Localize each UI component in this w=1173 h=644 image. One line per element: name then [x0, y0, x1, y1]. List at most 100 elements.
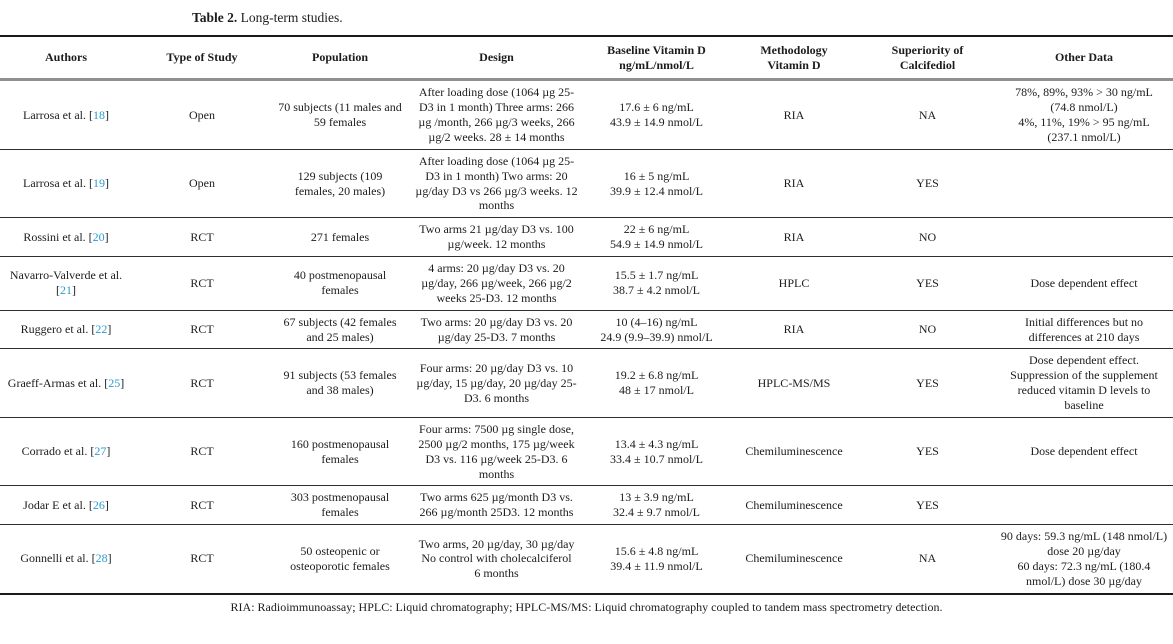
methodology-cell: Chemiluminescence	[728, 416, 860, 486]
column-header-other-data: Other Data	[995, 36, 1173, 82]
superiority-cell: NO	[860, 217, 995, 257]
other-data-cell	[995, 217, 1173, 257]
other-data-cell: 78%, 89%, 93% > 30 ng/mL (74.8 nmol/L) 4…	[1015, 85, 1153, 144]
superiority-cell: YES	[860, 148, 995, 218]
citation-link[interactable]: 28	[95, 551, 108, 566]
baseline-vitamin-d-cell: 13.4 ± 4.3 ng/mL 33.4 ± 10.7 nmol/L	[585, 416, 728, 486]
design-cell: 4 arms: 20 µg/day D3 vs. 20 µg/day, 266 …	[408, 256, 585, 311]
population-cell: 129 subjects (109 females, 20 males)	[272, 148, 408, 218]
methodology-cell: Chemiluminescence	[728, 485, 860, 525]
citation-bracket-open: [	[88, 107, 93, 122]
methodology-cell: Chemiluminescence	[728, 524, 860, 594]
table-row: Rossini et al. [20] RCT 271 females Two …	[0, 217, 1173, 257]
design-cell: Two arms 625 µg/month D3 vs. 266 µg/mont…	[408, 485, 585, 525]
methodology-cell: HPLC-MS/MS	[728, 348, 860, 418]
type-of-study-cell: RCT	[132, 256, 272, 311]
methodology-cell: RIA	[728, 148, 860, 218]
citation-link[interactable]: 27	[94, 444, 107, 459]
citation-bracket-close: ]	[104, 107, 109, 122]
table-caption: Table 2. Long-term studies.	[192, 10, 1173, 26]
citation-bracket-open: [	[91, 322, 96, 337]
type-of-study-cell: RCT	[132, 217, 272, 257]
author-name: Graeff-Armas et al.	[7, 375, 102, 390]
citation-link[interactable]: 22	[95, 322, 108, 337]
superiority-cell: YES	[860, 348, 995, 418]
citation-bracket-open: [	[88, 497, 93, 512]
author-name: Larrosa et al.	[23, 107, 86, 122]
authors-cell: Jodar E et al. [26]	[0, 485, 132, 525]
citation-link[interactable]: 20	[92, 229, 105, 244]
citation-bracket-close: ]	[120, 375, 125, 390]
authors-cell: Larrosa et al. [19]	[0, 148, 132, 218]
methodology-cell: HPLC	[728, 256, 860, 311]
population-cell: 40 postmenopausal females	[272, 256, 408, 311]
baseline-vitamin-d-cell: 17.6 ± 6 ng/mL 43.9 ± 14.9 nmol/L	[610, 100, 703, 129]
column-header-superiority: Superiority of Calcifediol	[860, 36, 995, 82]
column-header-type-of-study: Type of Study	[132, 36, 272, 82]
column-header-methodology: Methodology Vitamin D	[728, 36, 860, 82]
baseline-vitamin-d-cell: 15.5 ± 1.7 ng/mL 38.7 ± 4.2 nmol/L	[585, 256, 728, 311]
citation-bracket-close: ]	[107, 322, 112, 337]
population-cell: 70 subjects (11 males and 59 females	[278, 100, 402, 129]
author-name: Jodar E et al.	[23, 497, 86, 512]
population-cell: 91 subjects (53 females and 38 males)	[272, 348, 408, 418]
design-cell: Two arms, 20 µg/day, 30 µg/day No contro…	[408, 524, 585, 594]
long-term-studies-table: Authors Type of Study Population Design …	[0, 35, 1173, 595]
methodology-cell: RIA	[783, 107, 805, 122]
authors-cell: Graeff-Armas et al. [25]	[0, 348, 132, 418]
population-cell: 67 subjects (42 females and 25 males)	[272, 309, 408, 349]
other-data-cell: Dose dependent effect	[995, 256, 1173, 311]
superiority-cell: NA	[918, 107, 937, 122]
author-name: Corrado et al.	[21, 444, 88, 459]
column-header-design: Design	[408, 36, 585, 82]
baseline-vitamin-d-cell: 15.6 ± 4.8 ng/mL 39.4 ± 11.9 nmol/L	[585, 524, 728, 594]
population-cell: 271 females	[272, 217, 408, 257]
table-header-row: Authors Type of Study Population Design …	[0, 36, 1173, 82]
citation-link[interactable]: 25	[108, 375, 121, 390]
citation-link[interactable]: 26	[92, 497, 105, 512]
citation-bracket-close: ]	[104, 497, 109, 512]
design-cell: Two arms: 20 µg/day D3 vs. 20 µg/day 25-…	[408, 309, 585, 349]
baseline-vitamin-d-cell: 19.2 ± 6.8 ng/mL 48 ± 17 nmol/L	[585, 348, 728, 418]
citation-bracket-open: [	[88, 229, 93, 244]
baseline-vitamin-d-cell: 13 ± 3.9 ng/mL 32.4 ± 9.7 nmol/L	[585, 485, 728, 525]
baseline-vitamin-d-cell: 16 ± 5 ng/mL 39.9 ± 12.4 nmol/L	[585, 148, 728, 218]
caption-text: Long-term studies.	[240, 10, 343, 25]
design-cell: Two arms 21 µg/day D3 vs. 100 µg/week. 1…	[408, 217, 585, 257]
design-cell: Four arms: 20 µg/day D3 vs. 10 µg/day, 1…	[408, 348, 585, 418]
table-row: Ruggero et al. [22] RCT 67 subjects (42 …	[0, 309, 1173, 349]
authors-cell: Larrosa et al. [18]	[0, 80, 132, 150]
type-of-study-cell: RCT	[132, 348, 272, 418]
author-name: Gonnelli et al.	[20, 551, 89, 566]
citation-bracket-open: [	[90, 444, 95, 459]
citation-link[interactable]: 19	[92, 176, 105, 191]
type-of-study-cell: RCT	[132, 485, 272, 525]
citation-bracket-open: [	[104, 375, 109, 390]
author-name: Ruggero et al.	[20, 322, 89, 337]
author-name: Larrosa et al.	[23, 176, 86, 191]
table-row: Gonnelli et al. [28] RCT 50 osteopenic o…	[0, 524, 1173, 594]
citation-bracket-open: [	[91, 551, 96, 566]
design-cell: Four arms: 7500 µg single dose, 2500 µg/…	[408, 416, 585, 486]
table-row: Navarro-Valverde et al. [21] RCT 40 post…	[0, 256, 1173, 311]
citation-link[interactable]: 21	[60, 283, 72, 298]
table-footnote: RIA: Radioimmunoassay; HPLC: Liquid chro…	[230, 599, 943, 614]
authors-cell: Navarro-Valverde et al. [21]	[0, 256, 132, 311]
methodology-cell: RIA	[728, 217, 860, 257]
type-of-study-cell: RCT	[132, 524, 272, 594]
superiority-cell: YES	[860, 256, 995, 311]
superiority-cell: YES	[860, 485, 995, 525]
citation-bracket-close: ]	[72, 283, 76, 298]
superiority-cell: YES	[860, 416, 995, 486]
table-row: Graeff-Armas et al. [25] RCT 91 subjects…	[0, 348, 1173, 418]
citation-link[interactable]: 18	[92, 107, 105, 122]
population-cell: 50 osteopenic or osteoporotic females	[272, 524, 408, 594]
type-of-study-cell: Open	[189, 107, 215, 122]
superiority-cell: NO	[860, 309, 995, 349]
other-data-cell: Initial differences but no differences a…	[995, 309, 1173, 349]
other-data-cell: Dose dependent effect. Suppression of th…	[995, 348, 1173, 418]
table-row: Jodar E et al. [26] RCT 303 postmenopaus…	[0, 485, 1173, 525]
author-name: Rossini et al.	[23, 229, 86, 244]
type-of-study-cell: Open	[132, 148, 272, 218]
column-header-baseline-vitamin-d: Baseline Vitamin D ng/mL/nmol/L	[585, 36, 728, 82]
